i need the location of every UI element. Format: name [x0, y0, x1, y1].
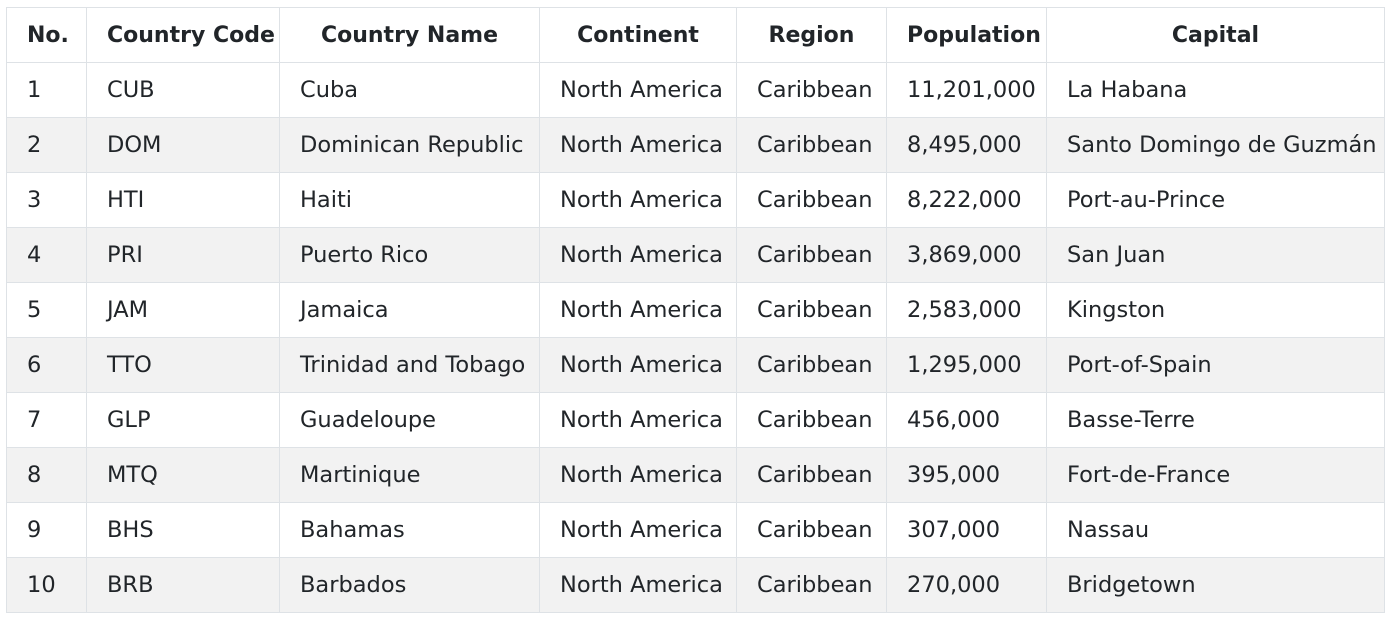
cell-continent: North America — [539, 117, 737, 173]
table-header: No. Country Code Country Name Continent … — [6, 7, 1385, 63]
cell-country-code: BRB — [86, 557, 280, 613]
header-population: Population — [886, 7, 1047, 63]
cell-capital: Bridgetown — [1046, 557, 1385, 613]
table-row: 6 TTO Trinidad and Tobago North America … — [6, 337, 1385, 393]
cell-no: 4 — [6, 227, 87, 283]
cell-country-name: Bahamas — [279, 502, 540, 558]
cell-continent: North America — [539, 557, 737, 613]
cell-country-code: JAM — [86, 282, 280, 338]
cell-country-name: Trinidad and Tobago — [279, 337, 540, 393]
cell-country-name: Puerto Rico — [279, 227, 540, 283]
cell-population: 270,000 — [886, 557, 1047, 613]
cell-country-code: MTQ — [86, 447, 280, 503]
cell-population: 307,000 — [886, 502, 1047, 558]
cell-population: 2,583,000 — [886, 282, 1047, 338]
cell-population: 8,495,000 — [886, 117, 1047, 173]
table-body: 1 CUB Cuba North America Caribbean 11,20… — [6, 62, 1385, 613]
table-row: 1 CUB Cuba North America Caribbean 11,20… — [6, 62, 1385, 118]
cell-population: 456,000 — [886, 392, 1047, 448]
cell-capital: Santo Domingo de Guzmán — [1046, 117, 1385, 173]
cell-continent: North America — [539, 447, 737, 503]
cell-no: 3 — [6, 172, 87, 228]
cell-no: 1 — [6, 62, 87, 118]
cell-region: Caribbean — [736, 447, 887, 503]
header-capital: Capital — [1046, 7, 1385, 63]
cell-country-code: PRI — [86, 227, 280, 283]
header-country-code: Country Code — [86, 7, 280, 63]
cell-country-name: Guadeloupe — [279, 392, 540, 448]
cell-region: Caribbean — [736, 117, 887, 173]
cell-continent: North America — [539, 227, 737, 283]
cell-continent: North America — [539, 392, 737, 448]
cell-country-name: Barbados — [279, 557, 540, 613]
table-row: 3 HTI Haiti North America Caribbean 8,22… — [6, 172, 1385, 228]
cell-no: 5 — [6, 282, 87, 338]
cell-no: 6 — [6, 337, 87, 393]
header-country-name: Country Name — [279, 7, 540, 63]
cell-region: Caribbean — [736, 62, 887, 118]
cell-region: Caribbean — [736, 227, 887, 283]
cell-population: 1,295,000 — [886, 337, 1047, 393]
cell-capital: Port-au-Prince — [1046, 172, 1385, 228]
cell-capital: San Juan — [1046, 227, 1385, 283]
cell-population: 3,869,000 — [886, 227, 1047, 283]
cell-population: 8,222,000 — [886, 172, 1047, 228]
cell-no: 10 — [6, 557, 87, 613]
cell-population: 395,000 — [886, 447, 1047, 503]
cell-continent: North America — [539, 502, 737, 558]
cell-continent: North America — [539, 282, 737, 338]
cell-region: Caribbean — [736, 392, 887, 448]
cell-capital: Port-of-Spain — [1046, 337, 1385, 393]
cell-capital: La Habana — [1046, 62, 1385, 118]
table-row: 10 BRB Barbados North America Caribbean … — [6, 557, 1385, 613]
cell-continent: North America — [539, 172, 737, 228]
cell-country-code: GLP — [86, 392, 280, 448]
header-no: No. — [6, 7, 87, 63]
cell-capital: Kingston — [1046, 282, 1385, 338]
header-region: Region — [736, 7, 887, 63]
cell-country-name: Haiti — [279, 172, 540, 228]
cell-population: 11,201,000 — [886, 62, 1047, 118]
table-row: 7 GLP Guadeloupe North America Caribbean… — [6, 392, 1385, 448]
cell-country-code: CUB — [86, 62, 280, 118]
cell-country-name: Dominican Republic — [279, 117, 540, 173]
table-row: 8 MTQ Martinique North America Caribbean… — [6, 447, 1385, 503]
cell-country-name: Cuba — [279, 62, 540, 118]
table-row: 2 DOM Dominican Republic North America C… — [6, 117, 1385, 173]
cell-region: Caribbean — [736, 172, 887, 228]
cell-country-name: Jamaica — [279, 282, 540, 338]
cell-capital: Fort-de-France — [1046, 447, 1385, 503]
cell-country-code: BHS — [86, 502, 280, 558]
cell-capital: Nassau — [1046, 502, 1385, 558]
header-row: No. Country Code Country Name Continent … — [6, 7, 1385, 63]
cell-no: 7 — [6, 392, 87, 448]
cell-no: 9 — [6, 502, 87, 558]
cell-region: Caribbean — [736, 282, 887, 338]
cell-country-name: Martinique — [279, 447, 540, 503]
cell-country-code: TTO — [86, 337, 280, 393]
cell-continent: North America — [539, 337, 737, 393]
table-row: 5 JAM Jamaica North America Caribbean 2,… — [6, 282, 1385, 338]
country-table: No. Country Code Country Name Continent … — [6, 7, 1385, 613]
cell-region: Caribbean — [736, 337, 887, 393]
table-row: 9 BHS Bahamas North America Caribbean 30… — [6, 502, 1385, 558]
table-row: 4 PRI Puerto Rico North America Caribbea… — [6, 227, 1385, 283]
cell-country-code: HTI — [86, 172, 280, 228]
cell-capital: Basse-Terre — [1046, 392, 1385, 448]
cell-country-code: DOM — [86, 117, 280, 173]
cell-region: Caribbean — [736, 557, 887, 613]
cell-region: Caribbean — [736, 502, 887, 558]
header-continent: Continent — [539, 7, 737, 63]
cell-no: 8 — [6, 447, 87, 503]
cell-no: 2 — [6, 117, 87, 173]
cell-continent: North America — [539, 62, 737, 118]
